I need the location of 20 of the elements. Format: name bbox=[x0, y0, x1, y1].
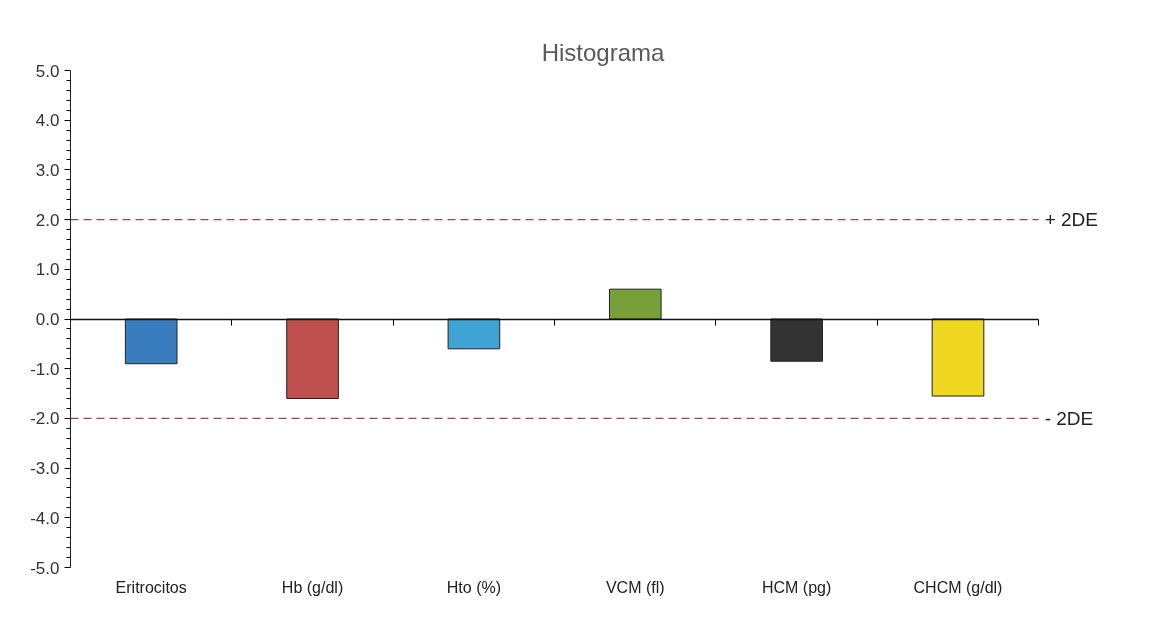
x-tick-label: Hb (g/dl) bbox=[281, 578, 344, 596]
x-tick-label: VCM (fl) bbox=[605, 578, 665, 596]
ref-line-label: + 2DE bbox=[1044, 209, 1099, 231]
y-tick-label: 1.0 bbox=[35, 260, 60, 280]
y-tick-label: 4.0 bbox=[35, 111, 60, 131]
y-tick-label: -3.0 bbox=[30, 459, 60, 479]
y-tick-label: -5.0 bbox=[30, 558, 60, 578]
chart-title: Histograma bbox=[541, 38, 666, 66]
y-tick-label: -2.0 bbox=[30, 409, 60, 429]
y-tick-label: -1.0 bbox=[30, 359, 60, 379]
y-tick-label: -4.0 bbox=[30, 508, 60, 528]
x-tick-label: HCM (pg) bbox=[761, 578, 832, 596]
y-tick-label: 5.0 bbox=[35, 61, 60, 81]
y-tick-label: 0.0 bbox=[35, 310, 60, 329]
x-tick-label: Eritrocitos bbox=[115, 578, 187, 596]
y-tick-label: 2.0 bbox=[35, 210, 60, 230]
x-tick-label: Hto (%) bbox=[446, 578, 502, 596]
ref-line-label: - 2DE bbox=[1044, 407, 1094, 429]
y-tick-label: 3.0 bbox=[35, 160, 60, 180]
x-tick-label: CHCM (g/dl) bbox=[913, 578, 1003, 596]
